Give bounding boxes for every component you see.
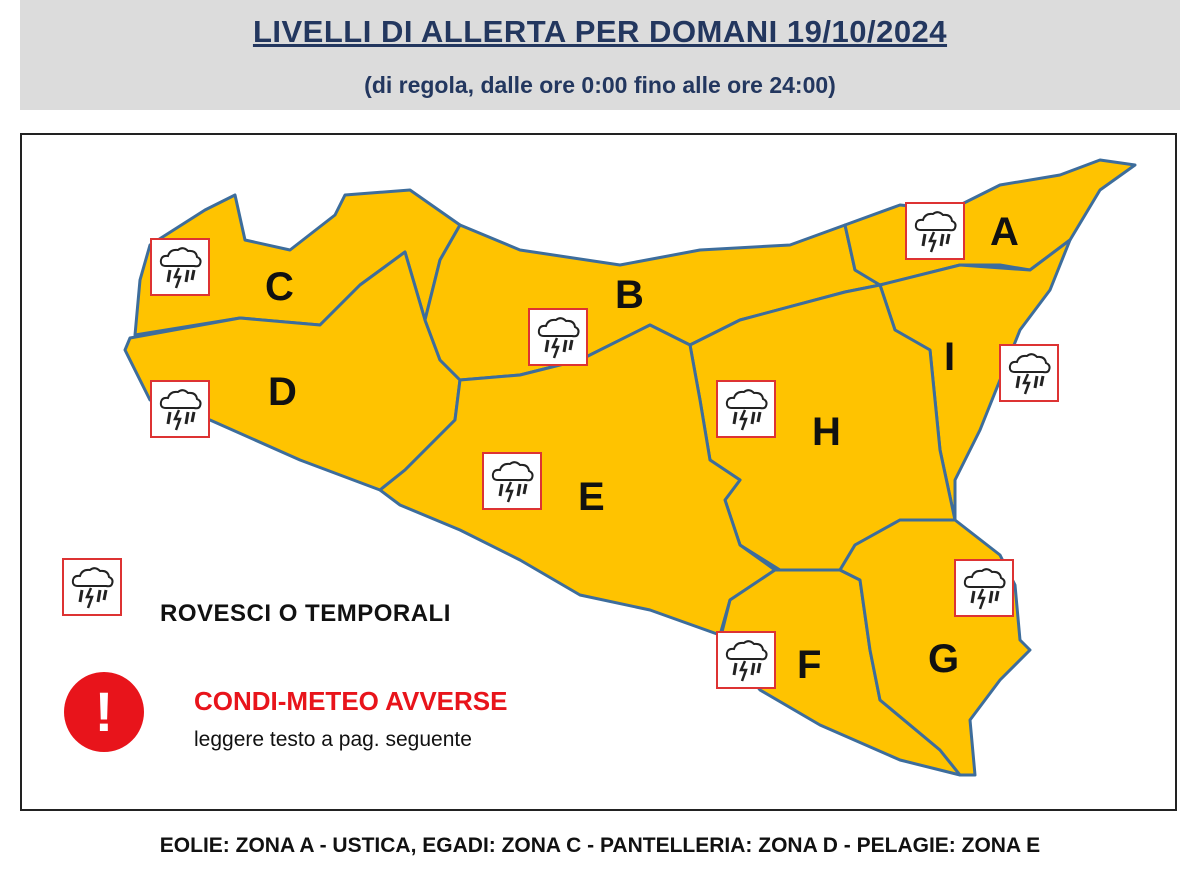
- legend-alert-subtitle: leggere testo a pag. seguente: [194, 728, 472, 751]
- zone-label-a: A: [990, 210, 1019, 254]
- page-subtitle: (di regola, dalle ore 0:00 fino alle ore…: [364, 72, 836, 98]
- thunderstorm-icon-zone-e: [482, 452, 542, 510]
- exclamation-icon: !: [64, 672, 144, 752]
- zone-label-g: G: [928, 637, 959, 681]
- map-frame: [20, 133, 1177, 811]
- islands-note: EOLIE: ZONA A - USTICA, EGADI: ZONA C - …: [159, 834, 1041, 857]
- thunderstorm-icon-zone-a: [905, 202, 965, 260]
- thunderstorm-icon-legend: [62, 558, 122, 616]
- zone-label-f: F: [797, 643, 821, 687]
- thunderstorm-icon-zone-h: [716, 380, 776, 438]
- thunderstorm-icon-zone-b: [528, 308, 588, 366]
- thunderstorm-icon-zone-c: [150, 238, 210, 296]
- zone-label-c: C: [265, 265, 294, 309]
- thunderstorm-icon-zone-g: [954, 559, 1014, 617]
- zone-label-i: I: [944, 335, 955, 379]
- legend-storm-label: ROVESCI O TEMPORALI: [160, 600, 451, 627]
- zone-label-h: H: [812, 410, 841, 454]
- zone-label-e: E: [578, 475, 605, 519]
- thunderstorm-icon-zone-d: [150, 380, 210, 438]
- thunderstorm-icon-zone-i: [999, 344, 1059, 402]
- thunderstorm-icon-zone-f: [716, 631, 776, 689]
- zone-label-d: D: [268, 370, 297, 414]
- page-title: LIVELLI DI ALLERTA PER DOMANI 19/10/2024: [252, 14, 948, 49]
- header: LIVELLI DI ALLERTA PER DOMANI 19/10/2024…: [20, 0, 1180, 110]
- legend-alert-title: CONDI-METEO AVVERSE: [194, 686, 508, 716]
- zone-label-b: B: [615, 273, 644, 317]
